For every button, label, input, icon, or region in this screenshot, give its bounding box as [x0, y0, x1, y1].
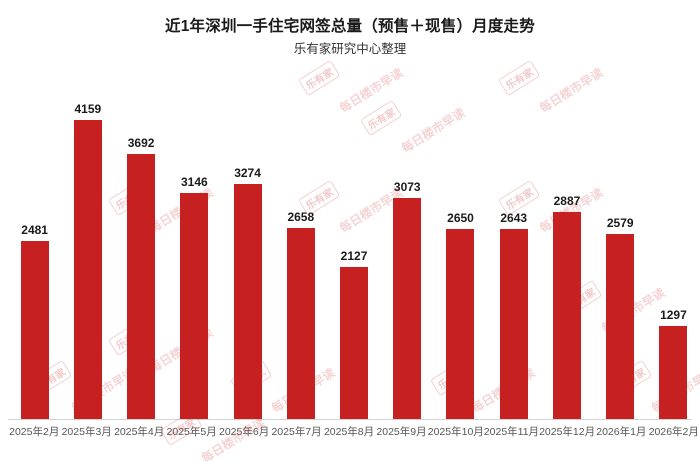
x-tick-label: 2025年6月: [219, 426, 270, 438]
x-axis-line: [8, 419, 692, 420]
x-tick-label: 2025年2月: [9, 426, 60, 438]
bar-item: 2658: [274, 60, 327, 420]
x-tick-label: 2025年4月: [114, 426, 165, 438]
bar-rect: [446, 229, 475, 420]
chart-subtitle: 乐有家研究中心整理: [293, 42, 407, 56]
bar-rect: [393, 198, 422, 420]
bar-value-label: 2887: [553, 194, 581, 208]
bar-value-label: 2658: [287, 210, 315, 224]
bar-value-label: 2643: [500, 211, 528, 225]
bar-rect: [180, 193, 209, 420]
x-tick-label: 2025年11月: [483, 426, 540, 438]
x-tick-label: 2025年8月: [323, 426, 375, 438]
bar-rect: [659, 326, 688, 420]
bar-item: 1297: [647, 60, 700, 420]
bar-rect: [499, 229, 528, 420]
bar-item: 2887: [540, 60, 593, 420]
bar-rect: [286, 228, 315, 420]
bar-item: 3146: [168, 60, 221, 420]
chart-title: 近1年深圳一手住宅网签总量（预售＋现售）月度走势: [165, 18, 535, 35]
plot-area: 2481 4159 3692 3146 3274 2658 2127 3073 2650 2643…: [0, 60, 700, 420]
x-tick-label: 2025年5月: [166, 426, 217, 438]
bar-item: 2643: [487, 60, 540, 420]
bar-rect: [233, 184, 262, 420]
x-tick-label: 2026年1月: [596, 426, 647, 438]
bar-value-label: 3146: [180, 175, 208, 189]
x-tick-label: 2025年7月: [271, 426, 322, 438]
bar-value-label: 3692: [127, 136, 155, 150]
bar-rect: [552, 212, 581, 420]
bar-rect: [340, 267, 369, 420]
x-tick-label: 2025年3月: [61, 426, 112, 438]
x-tick-label: 2025年12月: [539, 426, 596, 438]
bar-value-label: 4159: [74, 102, 102, 116]
bar-value-label: 2650: [447, 211, 474, 225]
bar-rect: [127, 154, 156, 420]
x-tick-label: 2025年9月: [376, 426, 427, 438]
bar-value-label: 1297: [660, 308, 687, 322]
bar-item: 2481: [8, 60, 61, 420]
x-tick-label: 2025年10月: [427, 426, 484, 438]
bar-item: 3073: [381, 60, 434, 420]
bar-series: 2481 4159 3692 3146 3274 2658 2127 3073 2650 2643…: [0, 60, 700, 420]
chart-container: 近1年深圳一手住宅网签总量（预售＋现售）月度走势 乐有家研究中心整理 2481 4…: [0, 18, 700, 466]
bar-item: 4159: [61, 60, 114, 420]
bar-item: 3274: [221, 60, 274, 420]
bar-item: 2579: [594, 60, 647, 420]
bar-rect: [20, 241, 49, 420]
bar-rect: [606, 234, 635, 420]
bar-rect: [73, 120, 102, 420]
bar-value-label: 3073: [393, 180, 421, 194]
bar-item: 3692: [114, 60, 167, 420]
bar-value-label: 2579: [606, 216, 634, 230]
x-axis-labels: 2025年2月 2025年3月 2025年4月 2025年5月 2025年6月 2025年…: [0, 424, 700, 441]
bar-value-label: 2481: [21, 223, 48, 237]
bar-value-label: 2127: [340, 249, 368, 263]
bar-item: 2127: [327, 60, 380, 420]
bar-item: 2650: [434, 60, 487, 420]
x-tick-label: 2026年2月: [648, 426, 699, 438]
bar-value-label: 3274: [234, 166, 261, 180]
